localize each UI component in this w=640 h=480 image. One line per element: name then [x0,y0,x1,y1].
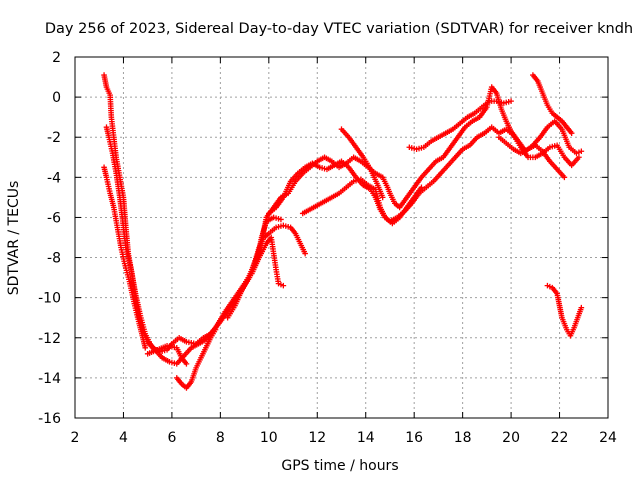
x-tick-label: 16 [405,430,423,446]
series-track-k [406,98,514,153]
data-point [508,98,514,104]
series-track-j [338,126,386,201]
series-track-e [173,326,219,391]
x-tick-label: 8 [216,430,225,446]
data-point [212,326,219,333]
data-point [568,130,575,137]
data-point [379,194,386,201]
series-track-l [530,72,575,137]
y-tick-label: -10 [38,291,61,307]
x-tick-label: 18 [454,430,472,446]
x-tick-label: 14 [357,430,375,446]
y-tick-label: -2 [47,130,61,146]
x-tick-label: 20 [502,430,520,446]
x-tick-label: 6 [167,430,176,446]
y-tick-label: 0 [52,90,61,106]
data-point [561,174,568,181]
data-point [578,304,585,311]
x-tick-label: 22 [551,430,569,446]
y-tick-label: -14 [38,371,61,387]
x-tick-label: 12 [308,430,326,446]
data-points [101,72,585,391]
series-track-a [101,72,284,355]
y-axis-tick-labels: 2 0 -2 -4 -6 -8 -10 -12 -14 -16 [38,50,61,427]
y-tick-label: -6 [47,210,61,226]
chart-title: Day 256 of 2023, Sidereal Day-to-day VTE… [45,21,633,37]
series-track-c [101,164,149,351]
series-track-n [544,282,585,339]
data-point [280,282,287,289]
grid-lines [75,57,608,418]
data-point [418,184,425,191]
y-axis-label: SDTVAR / TECUs [6,181,22,296]
series-track-b [103,124,308,367]
axis-ticks [74,56,609,419]
data-point [302,250,308,257]
y-tick-label: -16 [38,411,61,427]
data-point [578,148,585,155]
y-tick-label: -4 [47,170,61,186]
x-tick-label: 24 [599,430,617,446]
x-axis-tick-labels: 2 4 6 8 10 12 14 16 18 20 22 24 [71,430,617,446]
series-track-d [144,343,190,367]
y-tick-label: -8 [47,251,61,267]
x-tick-label: 4 [119,430,128,446]
x-axis-label: GPS time / hours [281,458,398,474]
data-point [142,345,149,351]
y-tick-label: 2 [52,50,61,66]
x-tick-label: 10 [260,430,278,446]
data-point [183,361,190,367]
x-tick-label: 2 [71,430,80,446]
data-point [278,216,284,223]
series-track-m [496,134,568,181]
plot-frame [74,56,609,419]
data-point [576,154,582,161]
y-tick-label: -12 [38,331,61,347]
